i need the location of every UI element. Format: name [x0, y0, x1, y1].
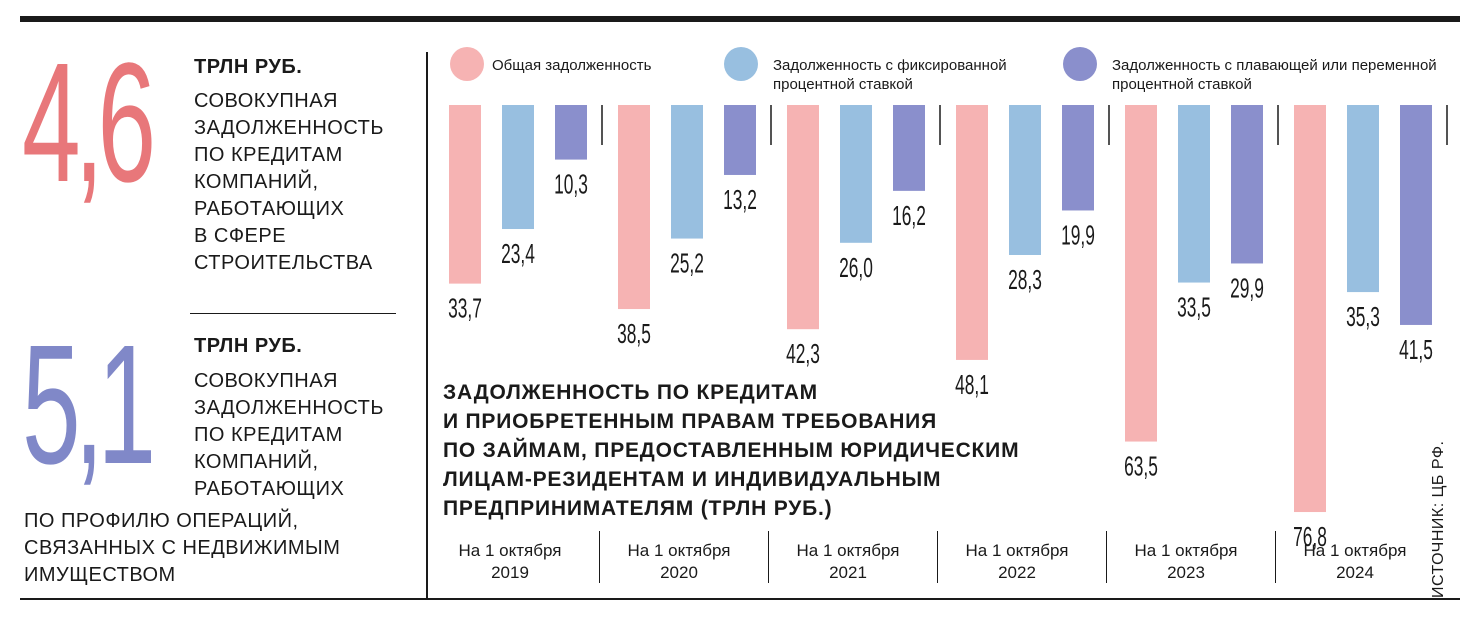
bottom-rule: [20, 598, 1460, 600]
top-rule: [20, 16, 1460, 22]
category-label-0: На 1 октября 2019: [458, 541, 562, 582]
bar-3-0: [956, 105, 988, 360]
value-label-0-0: 33,7: [448, 292, 482, 323]
value-label-2-1: 26,0: [839, 252, 873, 283]
value-label-5-2: 41,5: [1399, 334, 1433, 365]
stat-2-description: СОВОКУПНАЯ ЗАДОЛЖЕННОСТЬ ПО КРЕДИТАМ КОМ…: [194, 370, 384, 500]
value-label-4-0: 63,5: [1124, 450, 1158, 481]
value-label-3-2: 19,9: [1061, 219, 1095, 250]
value-label-1-1: 25,2: [670, 247, 704, 278]
value-label-2-0: 42,3: [786, 338, 820, 369]
bar-4-2: [1231, 105, 1263, 264]
bar-5-1: [1347, 105, 1379, 293]
category-separator-3: [937, 531, 938, 583]
chart-title: ЗАДОЛЖЕННОСТЬ ПО КРЕДИТАМ И ПРИОБРЕТЕННЫ…: [443, 381, 1020, 520]
category-label-4: На 1 октября 2023: [1134, 541, 1238, 582]
category-label-2: На 1 октября 2021: [796, 541, 900, 582]
stat-2-unit: ТРЛН РУБ.: [194, 335, 303, 357]
value-label-1-0: 38,5: [617, 318, 651, 349]
bar-2-1: [840, 105, 872, 243]
legend-swatch-floating: [1063, 47, 1097, 81]
vertical-divider: [426, 52, 428, 598]
value-label-4-2: 29,9: [1230, 272, 1264, 303]
category-label-1: На 1 октября 2020: [627, 541, 731, 582]
legend-label-floating: Задолженность с плавающей или переменной…: [1112, 57, 1437, 93]
stat-1-unit: ТРЛН РУБ.: [194, 56, 303, 78]
bar-0-1: [502, 105, 534, 230]
bar-2-2: [893, 105, 925, 191]
stat-1-description: СОВОКУПНАЯ ЗАДОЛЖЕННОСТЬ ПО КРЕДИТАМ КОМ…: [194, 90, 384, 274]
bar-3-2: [1062, 105, 1094, 211]
category-separator-4: [1106, 531, 1107, 583]
category-label-5: На 1 октября 2024: [1303, 541, 1407, 582]
bar-3-1: [1009, 105, 1041, 255]
legend-label-total: Общая задолженность: [492, 57, 652, 74]
source-note: ИСТОЧНИК: ЦБ РФ.: [1430, 440, 1447, 598]
bar-1-1: [671, 105, 703, 239]
legend-swatch-fixed: [724, 47, 758, 81]
stat-1-number: 4,6: [22, 28, 156, 218]
value-label-4-1: 33,5: [1177, 291, 1211, 322]
value-label-0-1: 23,4: [501, 238, 535, 269]
bar-4-0: [1125, 105, 1157, 442]
bar-1-0: [618, 105, 650, 310]
bar-5-2: [1400, 105, 1432, 325]
value-label-2-2: 16,2: [892, 200, 926, 231]
value-label-5-0: 76,8: [1293, 521, 1327, 552]
category-separator-1: [599, 531, 600, 583]
legend-label-fixed: Задолженность с фиксированной процентной…: [773, 57, 1007, 93]
bar-4-1: [1178, 105, 1210, 283]
bar-1-2: [724, 105, 756, 175]
bar-2-0: [787, 105, 819, 330]
bar-0-0: [449, 105, 481, 284]
stats-divider: [190, 313, 396, 314]
value-label-0-2: 10,3: [554, 168, 588, 199]
category-label-3: На 1 октября 2022: [965, 541, 1069, 582]
value-label-3-0: 48,1: [955, 369, 989, 400]
category-separator-2: [768, 531, 769, 583]
value-label-5-1: 35,3: [1346, 301, 1380, 332]
value-label-3-1: 28,3: [1008, 264, 1042, 295]
legend-swatch-total: [450, 47, 484, 81]
stat-2-description-continued: ПО ПРОФИЛЮ ОПЕРАЦИЙ, СВЯЗАННЫХ С НЕДВИЖИ…: [24, 510, 341, 586]
bar-0-2: [555, 105, 587, 160]
bar-5-0: [1294, 105, 1326, 513]
category-separator-5: [1275, 531, 1276, 583]
value-label-1-2: 13,2: [723, 184, 757, 215]
stat-2-number: 5,1: [22, 310, 156, 500]
